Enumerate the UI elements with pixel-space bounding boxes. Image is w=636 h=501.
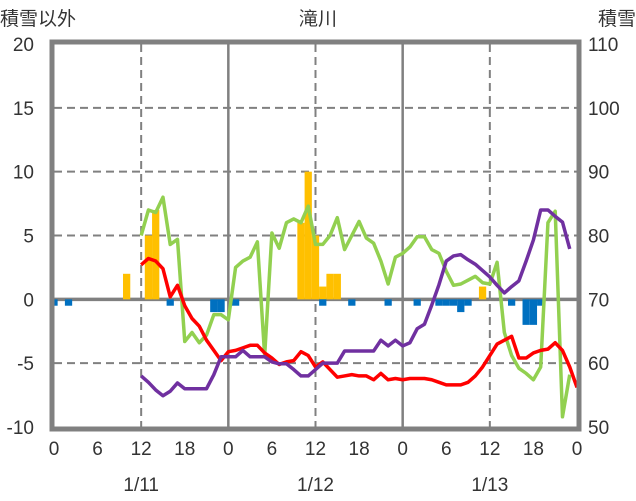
precip-bar (311, 235, 320, 300)
date-label: 1/11 (123, 475, 159, 496)
x-tick-label: 12 (131, 439, 152, 460)
x-tick-label: 0 (572, 439, 583, 460)
x-tick-label: 6 (267, 439, 278, 460)
right-tick-label: 100 (588, 99, 620, 120)
left-axis-label: 積雪以外 (0, 8, 76, 30)
negative-bar (442, 299, 450, 306)
left-tick-label: -5 (17, 354, 34, 375)
x-tick-label: 12 (479, 439, 500, 460)
right-tick-label: 110 (588, 35, 618, 56)
negative-bar (166, 299, 174, 306)
x-tick-label: 18 (174, 439, 195, 460)
negative-bar (384, 299, 392, 306)
x-tick-label: 0 (223, 439, 234, 460)
precip-bar (333, 273, 341, 300)
negative-bar (449, 299, 458, 306)
negative-bar (217, 299, 225, 313)
negative-bar (348, 299, 356, 306)
negative-bar (537, 299, 545, 306)
precip-bar (297, 222, 305, 300)
precip-bar (319, 286, 327, 300)
negative-bar (413, 299, 421, 306)
precip-bar (123, 273, 131, 300)
right-tick-label: 90 (588, 163, 609, 184)
precip-bar (304, 171, 312, 300)
x-tick-label: 12 (305, 439, 326, 460)
precip-bar (478, 286, 487, 300)
right-tick-label: 70 (588, 290, 609, 311)
bars (50, 171, 545, 325)
negative-bar (457, 299, 465, 313)
temperature-line (140, 256, 579, 389)
date-label: 1/13 (471, 475, 508, 496)
negative-bar (64, 299, 73, 306)
left-tick-label: 15 (13, 99, 34, 120)
negative-bar (231, 299, 240, 306)
plot-border (49, 39, 582, 432)
date-label: 1/12 (297, 475, 334, 496)
snow-depth-line (140, 208, 572, 398)
x-tick-label: 18 (349, 439, 370, 460)
right-axis-label: 積雪 (598, 8, 636, 30)
left-tick-label: 0 (23, 290, 34, 311)
negative-bar (319, 299, 327, 306)
right-tick-label: 60 (588, 354, 609, 375)
green-series-line (139, 195, 572, 419)
precip-bar (152, 209, 160, 300)
x-tick-label: 0 (397, 439, 408, 460)
x-tick-label: 6 (92, 439, 103, 460)
negative-bar (522, 299, 530, 325)
x-tick-label: 6 (441, 439, 452, 460)
plot-frame (49, 39, 582, 432)
precip-bar (144, 235, 153, 300)
right-tick-label: 50 (588, 418, 609, 439)
x-tick-label: 18 (523, 439, 544, 460)
left-tick-label: 5 (23, 227, 34, 248)
negative-bar (435, 299, 443, 306)
x-tick-label: 0 (49, 439, 60, 460)
left-tick-label: 20 (13, 35, 34, 56)
chart-title: 滝川 (299, 8, 337, 30)
negative-bar (507, 299, 516, 306)
negative-bar (529, 299, 538, 325)
negative-bar (464, 299, 472, 306)
right-tick-label: 80 (588, 227, 609, 248)
negative-bar (210, 299, 218, 313)
left-tick-label: -10 (7, 418, 34, 439)
lines (139, 195, 579, 419)
left-tick-label: 10 (13, 163, 34, 184)
precip-bar (326, 273, 334, 300)
